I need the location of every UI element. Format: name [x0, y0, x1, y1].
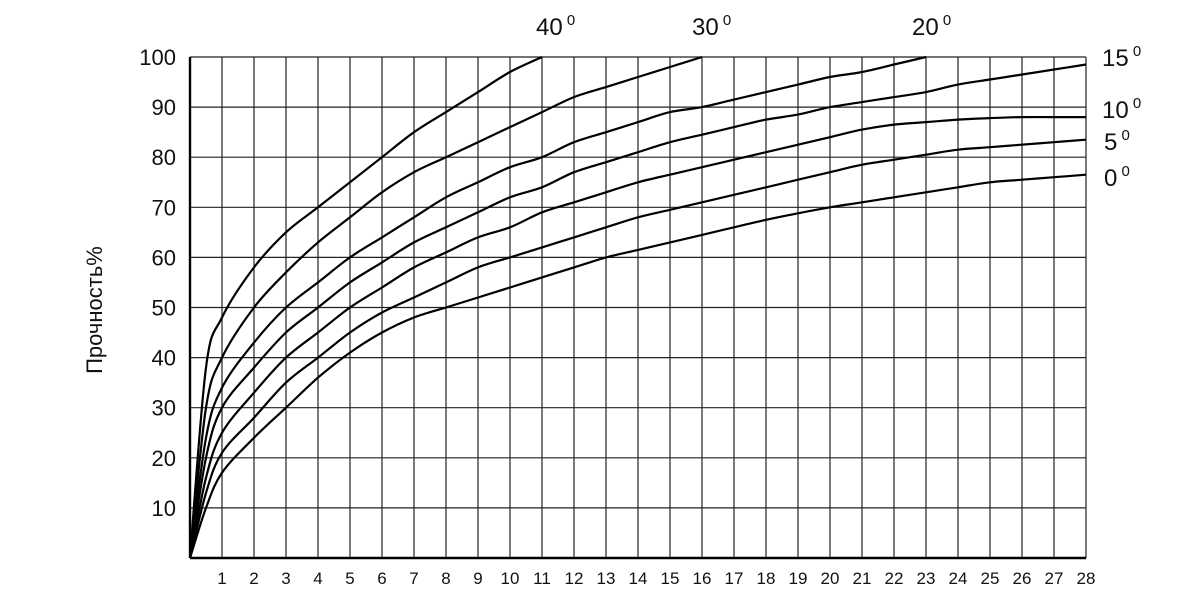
chart-curves	[188, 55, 1087, 559]
curve-label-30-deg: 30 0	[692, 12, 731, 41]
x-tick-label: 7	[409, 569, 418, 588]
x-tick-label: 8	[441, 569, 450, 588]
y-tick-label: 30	[152, 396, 176, 421]
y-tick-label: 80	[152, 145, 176, 170]
x-tick-label: 13	[597, 569, 616, 588]
curve-40-deg	[188, 56, 543, 559]
degree-superscript: 0	[1117, 127, 1130, 144]
curve-30-deg	[188, 55, 703, 559]
y-tick-label: 20	[152, 446, 176, 471]
x-tick-label: 19	[789, 569, 808, 588]
x-tick-label: 17	[725, 569, 744, 588]
curve-labels: 40 0 30 0 20 015 010 05 00 0	[536, 12, 1141, 192]
degree-superscript: 0	[1129, 95, 1142, 112]
y-tick-label: 70	[152, 195, 176, 220]
degree-superscript: 0	[1129, 43, 1142, 60]
x-tick-label: 24	[949, 569, 968, 588]
y-tick-label: 40	[152, 346, 176, 371]
y-tick-label: 50	[152, 296, 176, 321]
x-tick-label: 28	[1077, 569, 1096, 588]
x-tick-label: 3	[281, 569, 290, 588]
y-tick-label: 60	[152, 245, 176, 270]
curve-label-15-deg: 15 0	[1102, 43, 1141, 72]
x-tick-label: 25	[981, 569, 1000, 588]
curve-label-0-deg: 0 0	[1104, 163, 1130, 192]
x-tick-label: 6	[377, 569, 386, 588]
y-tick-label: 10	[152, 496, 176, 521]
curve-label-40-deg: 40 0	[536, 12, 575, 41]
curve-20-deg	[188, 55, 927, 559]
x-tick-label: 10	[501, 569, 520, 588]
curve-label-20-deg: 20 0	[912, 12, 951, 41]
x-tick-label: 1	[217, 569, 226, 588]
x-tick-label: 21	[853, 569, 872, 588]
y-tick-label: 90	[152, 95, 176, 120]
x-axis-ticks: 1 2 3 4 5 6 7 8 9 10 11 12 13 14 15 16 17 18 19 20 21 22 23 24 2…	[217, 569, 1095, 588]
chart-grid	[188, 56, 1087, 560]
curve-label-5-deg: 5 0	[1104, 127, 1130, 156]
x-tick-label: 11	[533, 569, 551, 588]
degree-superscript: 0	[719, 12, 732, 29]
y-axis-label: Прочность%	[82, 246, 107, 374]
curve-5-deg	[188, 138, 1087, 559]
degree-superscript: 0	[1117, 163, 1130, 180]
x-tick-label: 15	[661, 569, 680, 588]
x-tick-label: 4	[313, 569, 322, 588]
y-tick-label: 100	[139, 45, 176, 70]
degree-superscript: 0	[563, 12, 576, 29]
x-tick-label: 26	[1013, 569, 1032, 588]
x-tick-label: 16	[693, 569, 712, 588]
curve-label-10-deg: 10 0	[1102, 95, 1141, 124]
x-tick-label: 27	[1045, 569, 1064, 588]
curve-15-deg	[188, 63, 1087, 559]
x-tick-label: 14	[629, 569, 648, 588]
x-tick-label: 5	[345, 569, 354, 588]
x-tick-label: 2	[249, 569, 258, 588]
x-tick-label: 23	[917, 569, 936, 588]
degree-superscript: 0	[939, 12, 952, 29]
x-tick-label: 9	[473, 569, 482, 588]
y-axis-ticks: 10 20 30 40 50 60 70 80 90 100	[139, 45, 176, 521]
curve-0-deg	[188, 173, 1087, 559]
curve-10-deg	[188, 115, 1086, 559]
x-tick-label: 22	[885, 569, 904, 588]
x-tick-label: 20	[821, 569, 840, 588]
x-tick-label: 12	[565, 569, 584, 588]
x-tick-label: 18	[757, 569, 776, 588]
